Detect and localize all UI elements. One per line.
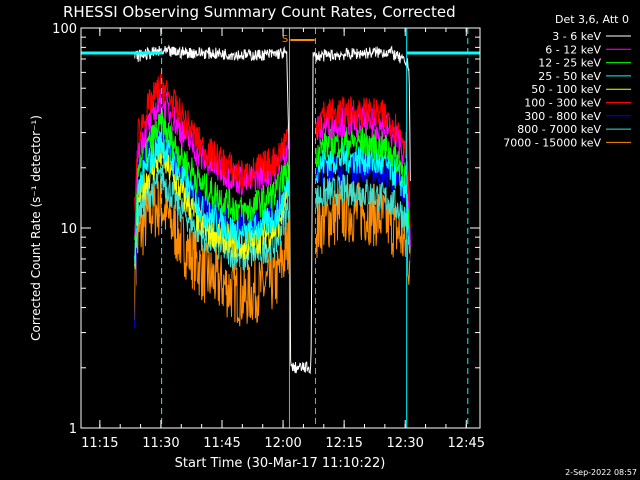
legend-entry-label: 300 - 800 keV <box>524 110 601 123</box>
x-tick-label: 12:45 <box>448 436 485 451</box>
y-axis-label: Corrected Count Rate (s⁻¹ detector⁻¹) <box>29 115 43 341</box>
y-tick-label: 100 <box>52 22 77 37</box>
plot-area: S <box>81 28 480 428</box>
legend-entry-label: 50 - 100 keV <box>531 83 601 96</box>
legend-entry-label: 12 - 25 keV <box>538 57 601 70</box>
legend-entry-label: 6 - 12 keV <box>545 43 601 56</box>
x-tick-label: 12:15 <box>325 436 362 451</box>
legend-title: Det 3,6, Att 0 <box>555 13 629 26</box>
legend-entry-label: 7000 - 15000 keV <box>503 136 601 149</box>
legend-entry-label: 25 - 50 keV <box>538 70 601 83</box>
series-line <box>134 109 411 251</box>
y-tick-label: 10 <box>60 222 77 237</box>
x-tick-label: 11:45 <box>203 436 240 451</box>
series-line <box>134 178 411 327</box>
annotation-label: S <box>282 34 288 45</box>
legend-entry-label: 800 - 7000 keV <box>517 123 601 136</box>
chart-title: RHESSI Observing Summary Count Rates, Co… <box>63 3 456 21</box>
legend-entry-label: 3 - 6 keV <box>552 30 601 43</box>
series-line <box>134 70 411 228</box>
x-tick-label: 12:00 <box>264 436 301 451</box>
plot-timestamp: 2-Sep-2022 08:57 <box>565 468 637 477</box>
x-tick-label: 12:30 <box>386 436 423 451</box>
x-axis-label: Start Time (30-Mar-17 11:10:22) <box>175 456 386 471</box>
series-line <box>134 44 411 375</box>
y-tick-label: 1 <box>69 422 77 437</box>
legend-entry-label: 100 - 300 keV <box>524 97 601 110</box>
x-tick-label: 11:30 <box>142 436 179 451</box>
axes: 11:15 11:30 11:45 12:00 12:15 12:30 12:45 1 10 10… <box>52 22 485 451</box>
x-tick-label: 11:15 <box>81 436 118 451</box>
